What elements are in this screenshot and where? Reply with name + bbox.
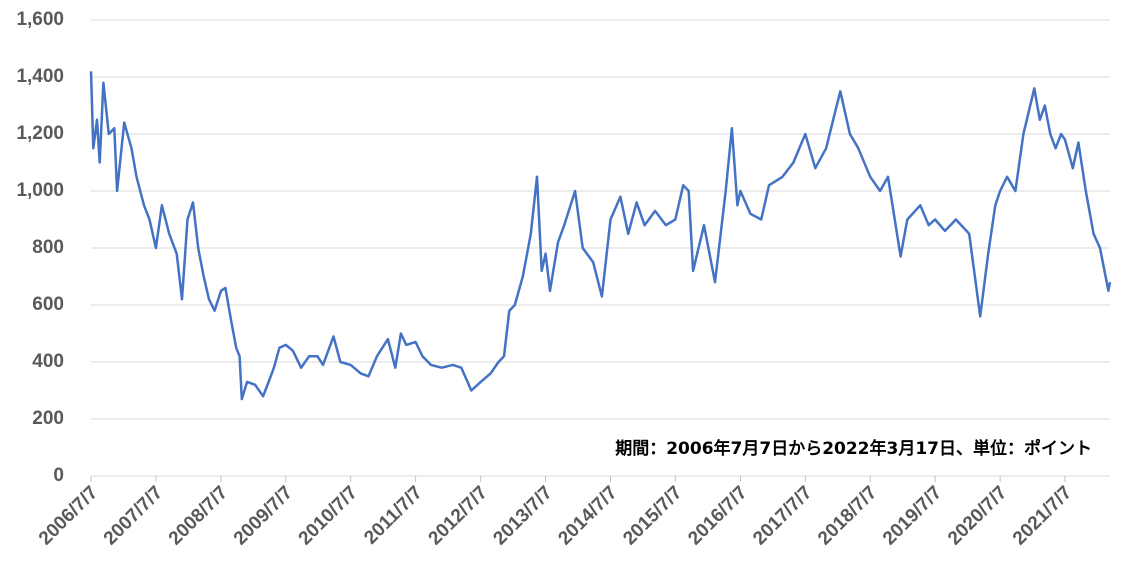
y-tick-label: 600 [32,294,64,315]
x-tick-label: 2019/7/7 [879,482,946,549]
y-tick-label: 400 [32,351,64,372]
y-tick-label: 1,400 [16,66,64,87]
x-tick-label: 2017/7/7 [749,482,816,549]
x-tick-label: 2007/7/7 [100,482,167,549]
x-tick-label: 2015/7/7 [619,482,686,549]
x-tick-label: 2016/7/7 [684,482,751,549]
y-tick-label: 1,600 [16,9,64,30]
x-tick-label: 2018/7/7 [814,482,881,549]
x-tick-label: 2013/7/7 [489,482,556,549]
x-tick-label: 2021/7/7 [1009,482,1076,549]
x-tick-label: 2011/7/7 [360,482,426,548]
x-tick-label: 2014/7/7 [554,482,621,549]
y-tick-label: 200 [32,408,64,429]
annotation: 期間：2006年7月7日から2022年3月17日、単位：ポイント [615,438,1092,459]
x-tick-label: 2020/7/7 [944,482,1011,549]
y-tick-label: 0 [53,465,64,486]
x-tick-label: 2012/7/7 [425,482,492,549]
x-tick-label: 2006/7/7 [35,482,102,549]
series-line [89,71,1112,401]
y-tick-label: 1,000 [16,180,64,201]
x-tick-label: 2008/7/7 [165,482,232,549]
y-tick-label: 800 [32,237,64,258]
x-tick-label: 2010/7/7 [295,482,362,549]
y-tick-label: 1,200 [16,123,64,144]
x-tick-label: 2009/7/7 [230,482,297,549]
